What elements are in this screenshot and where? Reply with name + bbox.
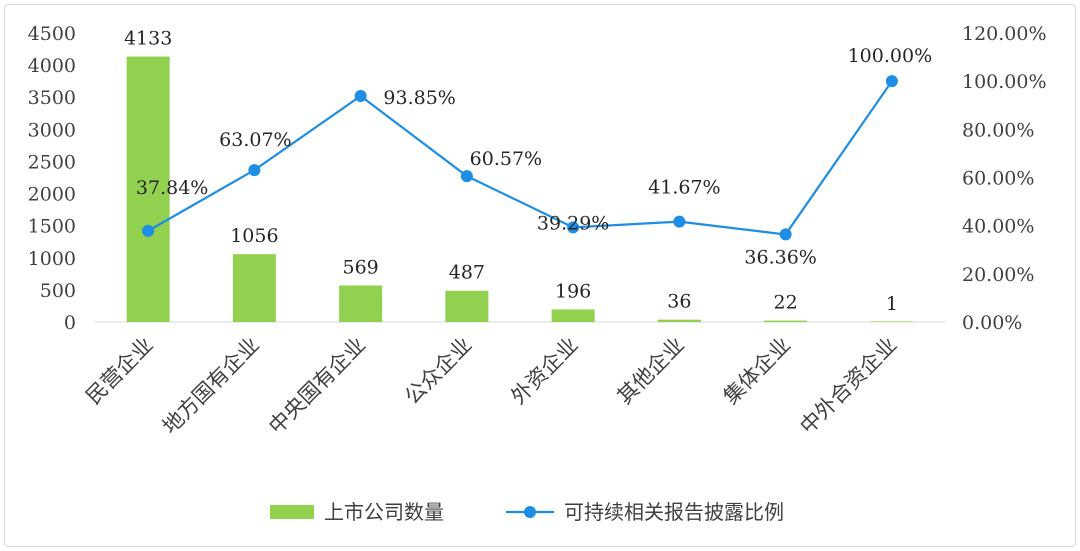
category-label: 中外合资企业 — [795, 333, 901, 439]
legend-line-label: 可持续相关报告披露比例 — [564, 500, 784, 524]
left-tick-label: 1000 — [28, 248, 76, 270]
right-tick-label: 20.00% — [962, 264, 1034, 286]
left-tick-label: 0 — [64, 312, 76, 334]
category-label: 中央国有企业 — [264, 333, 370, 439]
bar-data-label: 569 — [342, 256, 378, 278]
bar — [764, 320, 808, 322]
legend-bar-label: 上市公司数量 — [324, 500, 444, 524]
category-label: 公众企业 — [400, 333, 476, 409]
bar-data-label: 36 — [667, 291, 691, 313]
left-tick-label: 4000 — [28, 55, 76, 77]
right-tick-label: 0.00% — [962, 312, 1022, 334]
right-tick-label: 60.00% — [962, 168, 1034, 190]
line-point — [779, 228, 792, 241]
left-tick-label: 3500 — [28, 87, 76, 109]
bar-series — [126, 56, 914, 323]
line-point — [354, 89, 367, 102]
line-data-label: 100.00% — [848, 45, 933, 67]
category-label: 地方国有企业 — [158, 333, 264, 439]
bar-data-label: 1 — [886, 293, 898, 315]
line-point — [885, 75, 898, 88]
line-point — [142, 224, 155, 237]
category-label: 集体企业 — [719, 333, 795, 409]
bar-data-label: 22 — [774, 292, 798, 314]
line-data-label: 63.07% — [219, 129, 291, 151]
left-tick-label: 1500 — [28, 216, 76, 238]
legend: 上市公司数量 可持续相关报告披露比例 — [270, 500, 784, 524]
left-axis: 0 500 1000 1500 2000 2500 3000 3500 4000 4500 — [28, 23, 76, 334]
bar-data-labels: 4133 1056 569 487 196 36 22 1 — [124, 28, 898, 315]
bar — [232, 254, 276, 322]
line-data-label: 41.67% — [648, 177, 720, 199]
line-data-label: 39.29% — [537, 212, 609, 234]
category-labels: 民营企业 地方国有企业 中央国有企业 公众企业 外资企业 其他企业 集体企业 中外合资企业 — [81, 333, 901, 439]
bar — [126, 56, 170, 323]
bar — [551, 309, 595, 322]
line-data-label: 36.36% — [744, 246, 816, 268]
bar — [339, 285, 383, 322]
line-series — [142, 75, 898, 241]
line-point — [673, 215, 686, 228]
bar-data-label: 1056 — [230, 225, 278, 247]
left-tick-label: 500 — [40, 280, 76, 302]
line-data-labels: 37.84% 63.07% 93.85% 60.57% 39.29% 41.67% 36.3… — [136, 45, 932, 268]
bar — [657, 319, 701, 322]
line-point — [248, 164, 261, 177]
left-tick-label: 2500 — [28, 151, 76, 173]
chart-frame — [4, 4, 1076, 547]
bar-data-label: 4133 — [124, 28, 172, 50]
category-label: 其他企业 — [613, 333, 689, 409]
left-tick-label: 4500 — [28, 23, 76, 45]
line-data-label: 60.57% — [470, 148, 542, 170]
right-tick-label: 120.00% — [962, 23, 1047, 45]
legend-line-marker — [524, 506, 536, 518]
left-tick-label: 2000 — [28, 184, 76, 206]
right-tick-label: 40.00% — [962, 216, 1034, 238]
line-point — [567, 221, 580, 234]
bar — [445, 290, 489, 322]
legend-bar-swatch — [270, 505, 314, 519]
line-data-label: 37.84% — [136, 177, 208, 199]
line-data-label: 93.85% — [383, 87, 455, 109]
right-axis: 0.00% 20.00% 40.00% 60.00% 80.00% 100.00% 120.… — [962, 23, 1047, 334]
left-tick-label: 3000 — [28, 119, 76, 141]
category-label: 外资企业 — [506, 333, 582, 409]
right-tick-label: 100.00% — [962, 71, 1047, 93]
line-point — [460, 170, 473, 183]
bar — [870, 321, 914, 322]
right-tick-label: 80.00% — [962, 119, 1034, 141]
bar-data-label: 196 — [555, 280, 591, 302]
bar-data-label: 487 — [449, 262, 485, 284]
category-label: 民营企业 — [81, 333, 157, 409]
line-path — [147, 80, 893, 236]
